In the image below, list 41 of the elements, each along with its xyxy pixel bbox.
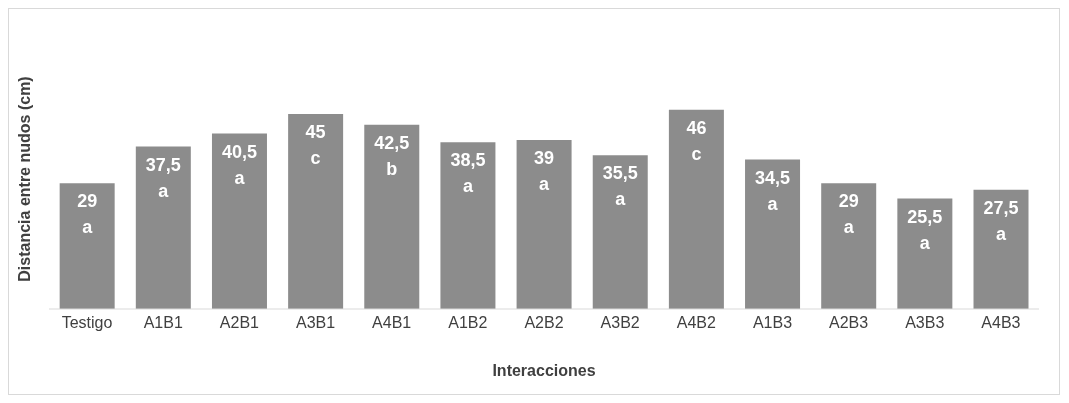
x-tick-label: Testigo	[61, 314, 113, 332]
y-axis-title: Distancia entre nudos (cm)	[15, 76, 33, 282]
bar	[668, 109, 724, 309]
bar	[288, 114, 344, 309]
bar	[973, 189, 1029, 309]
data-label: 39 a	[534, 148, 555, 194]
bar	[59, 183, 115, 309]
bar	[592, 155, 648, 309]
data-label: 45 c	[305, 122, 326, 168]
x-tick-label: A3B2	[600, 314, 640, 332]
data-label: 40,5 a	[221, 141, 257, 188]
x-tick-label: A2B2	[524, 314, 564, 332]
x-tick-label: A3B3	[905, 314, 945, 332]
bar	[745, 159, 801, 309]
x-axis-title: Interacciones	[492, 362, 596, 379]
data-label: 46 c	[686, 117, 707, 164]
x-tick-label: A3B1	[295, 314, 336, 332]
x-tick-label: A2B1	[219, 314, 260, 332]
x-tick-label: A4B3	[981, 314, 1021, 332]
x-tick-label: A2B3	[829, 314, 869, 332]
x-tick-label: A1B2	[448, 314, 488, 332]
data-label: 35,5 a	[602, 163, 638, 210]
x-tick-label: A4B1	[372, 314, 412, 332]
bar	[516, 140, 572, 309]
bar	[897, 198, 953, 309]
x-tick-label: A1B1	[143, 314, 183, 332]
bar	[440, 142, 496, 309]
data-label: 27,5 a	[983, 197, 1019, 244]
data-label: 29 a	[838, 191, 859, 238]
bar	[821, 183, 877, 309]
bar	[135, 146, 191, 309]
data-label: 25,5 a	[907, 206, 943, 253]
bar	[364, 124, 420, 309]
x-tick-label: A4B2	[676, 314, 716, 332]
bar	[211, 133, 267, 309]
x-tick-label: A1B3	[752, 314, 793, 332]
data-label: 34,5 a	[755, 167, 791, 214]
data-label: 42,5 b	[374, 132, 410, 179]
data-label: 37,5 a	[145, 154, 181, 201]
data-label: 29 a	[77, 191, 98, 238]
data-label: 38,5 a	[450, 150, 486, 197]
